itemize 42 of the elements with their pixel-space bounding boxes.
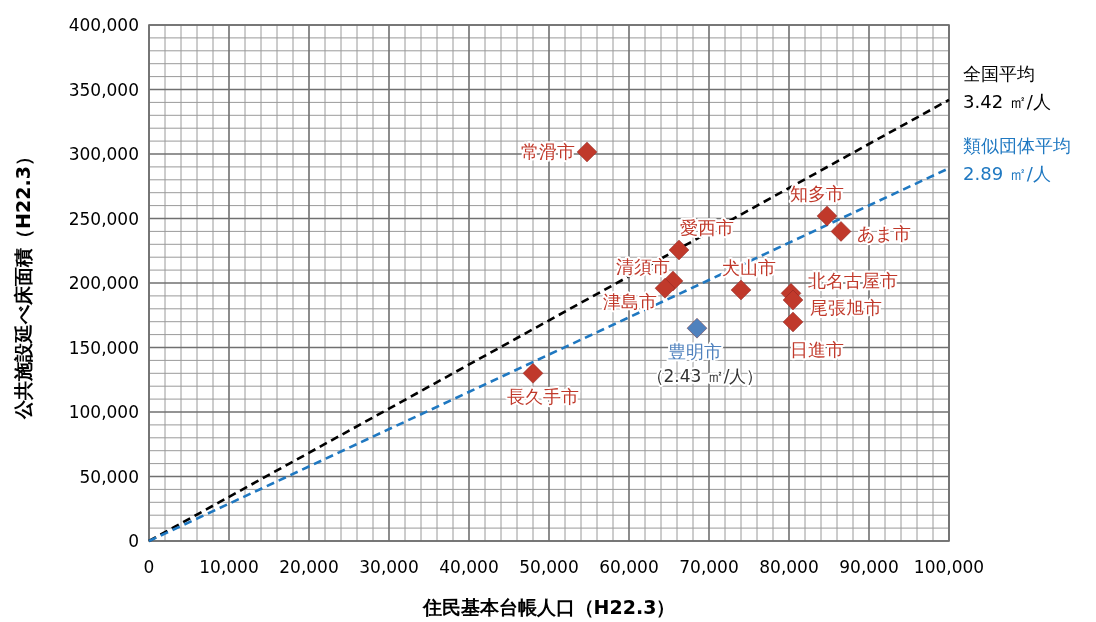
y-tick-label: 50,000 <box>79 466 139 487</box>
point <box>782 289 804 311</box>
x-tick-label: 20,000 <box>279 557 339 577</box>
y-tick-label: 300,000 <box>68 144 139 164</box>
series-label: 知多市 <box>790 182 844 204</box>
x-tick-label: 50,000 <box>519 557 579 577</box>
x-tick-label: 40,000 <box>439 557 499 577</box>
series-label: 津島市 <box>603 291 657 313</box>
x-tick-label: 90,000 <box>839 557 899 577</box>
y-tick-label: 200,000 <box>68 273 139 293</box>
series-label: 長久手市 <box>507 386 579 408</box>
y-tick-label: 100,000 <box>68 402 139 422</box>
y-tick-label: 150,000 <box>68 337 139 358</box>
point <box>522 362 544 384</box>
series-label: 全国平均 3.42 ㎡/人 <box>963 62 1051 112</box>
x-tick-label: 80,000 <box>759 557 819 577</box>
y-tick-label: 400,000 <box>68 15 139 35</box>
x-tick-label: 60,000 <box>599 557 659 577</box>
y-axis-title: 公共施設延べ床面積（H22.3） <box>12 147 34 420</box>
x-tick-label: 100,000 <box>913 557 985 577</box>
point <box>730 279 752 301</box>
series-label: あま市 <box>857 223 911 245</box>
series-label: 常滑市 <box>521 140 575 162</box>
x-axis-title: 住民基本台帳人口（H22.3） <box>421 596 676 618</box>
point <box>668 239 690 261</box>
series-label: 尾張旭市 <box>810 297 882 319</box>
point <box>830 220 852 242</box>
point <box>816 205 838 227</box>
x-tick-label: 70,000 <box>679 557 739 577</box>
y-tick-label: 250,000 <box>68 208 139 229</box>
point <box>782 311 804 333</box>
series-label: 愛西市 <box>680 216 734 238</box>
point <box>576 141 598 163</box>
x-tick-label: 10,000 <box>199 557 259 577</box>
series-label: 北名古屋市 <box>808 270 898 292</box>
y-tick-label: 0 <box>128 531 139 551</box>
point <box>686 317 708 339</box>
x-tick-label: 30,000 <box>359 557 419 577</box>
series-label: 犬山市 <box>722 256 776 278</box>
series-label: 類似団体平均 2.89 ㎡/人 <box>963 135 1071 185</box>
y-tick-label: 350,000 <box>68 79 139 100</box>
x-tick-label: 0 <box>143 557 155 577</box>
